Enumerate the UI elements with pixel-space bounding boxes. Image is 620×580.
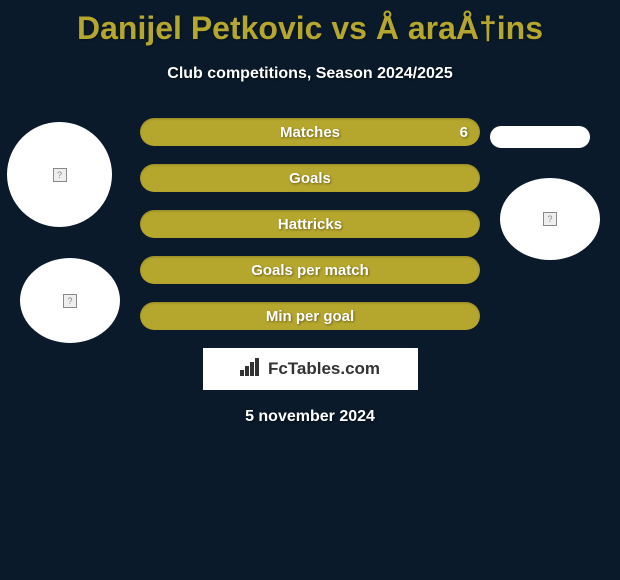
brand-box[interactable]: FcTables.com (203, 348, 418, 390)
player-avatar-left-2: ? (20, 258, 120, 343)
stat-label: Goals per match (251, 262, 369, 279)
stat-label: Hattricks (278, 216, 342, 233)
stat-bar-goals: Goals (140, 164, 480, 192)
placeholder-icon: ? (63, 294, 77, 308)
stat-bar-matches: Matches 6 (140, 118, 480, 146)
stat-label: Goals (289, 170, 331, 187)
stat-value-right: 6 (460, 124, 468, 141)
stat-bar-hattricks: Hattricks (140, 210, 480, 238)
placeholder-icon: ? (53, 168, 67, 182)
player-avatar-right-2: ? (500, 178, 600, 260)
placeholder-icon: ? (543, 212, 557, 226)
comparison-title: Danijel Petkovic vs Å araÅ†ins (0, 0, 620, 47)
chart-icon (240, 358, 262, 381)
stat-label: Matches (280, 124, 340, 141)
season-subtitle: Club competitions, Season 2024/2025 (0, 65, 620, 83)
player-avatar-left-1: ? (7, 122, 112, 227)
stat-label: Min per goal (266, 308, 354, 325)
date-text: 5 november 2024 (0, 408, 620, 426)
stat-bar-min-per-goal: Min per goal (140, 302, 480, 330)
brand-text: FcTables.com (268, 359, 380, 379)
stat-bar-goals-per-match: Goals per match (140, 256, 480, 284)
player-avatar-right-1 (490, 126, 590, 148)
